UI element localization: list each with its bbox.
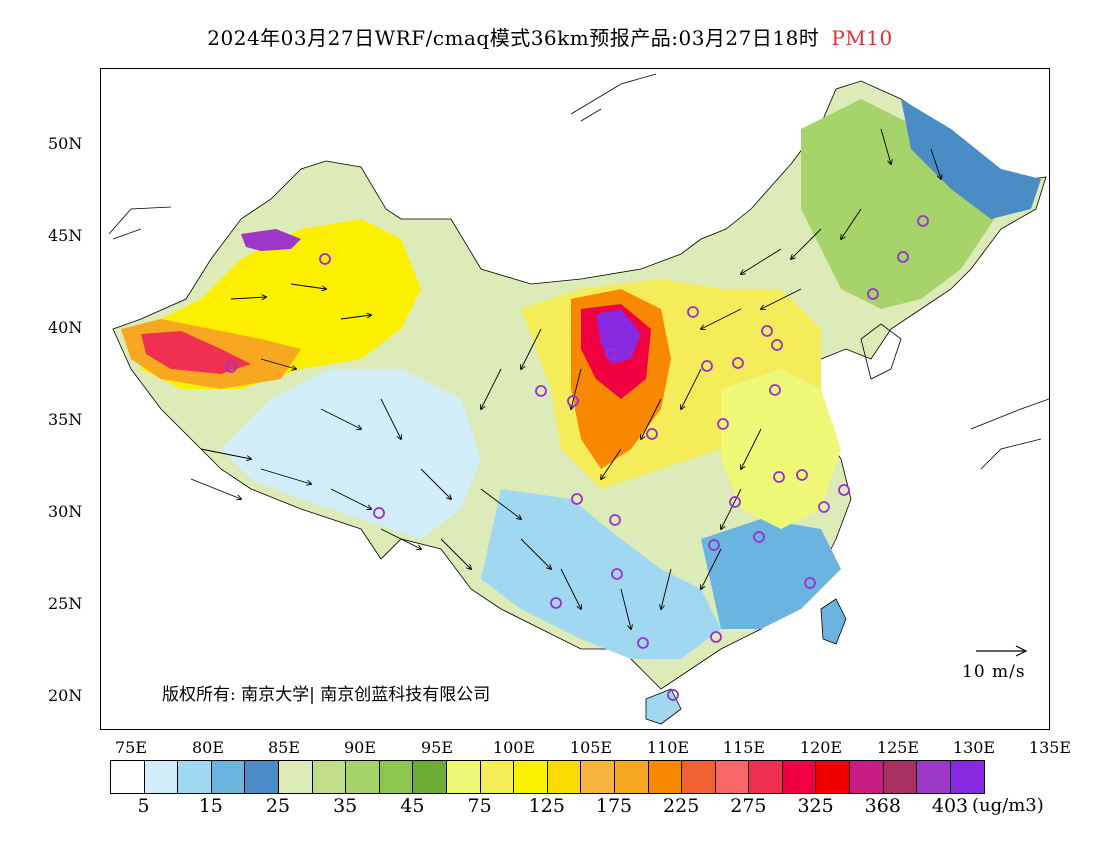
colorbar-swatch-16 (648, 761, 683, 793)
lat-label-35n: 35N (48, 410, 83, 429)
colorbar-swatch-22 (850, 761, 884, 793)
coastline-taiwan (820, 598, 847, 645)
wind-vectors (190, 128, 941, 629)
map-title: 2024年03月27日WRF/cmaq模式36km预报产品:03月27日18时 P… (0, 22, 1100, 51)
colorbar-swatch-14 (581, 761, 615, 793)
colorbar-swatch-23 (883, 761, 918, 793)
coastline-hainan (645, 688, 682, 725)
colorbar-label-10: 325 (797, 795, 834, 817)
colorbar-swatch-18 (715, 761, 750, 793)
lat-label-40n: 40N (48, 318, 83, 337)
yellow-east-plain (721, 369, 841, 529)
station-markers (225, 215, 929, 701)
colorbar-swatch-24 (917, 761, 951, 793)
low-conc-southeast (701, 519, 841, 629)
green-belt-north (801, 99, 1001, 309)
red-tarim (141, 331, 251, 374)
colorbar-label-9: 275 (730, 795, 767, 817)
lon-label-115e: 115E (722, 738, 766, 757)
reference-vector-label: 10 m/s (962, 662, 1026, 682)
colorbar-label-1: 15 (198, 795, 223, 817)
lon-label-95e: 95E (420, 738, 454, 757)
variable-label: PM10 (831, 26, 893, 50)
colorbar-swatch-7 (346, 761, 380, 793)
colorbar-swatch-12 (514, 761, 548, 793)
lon-label-120e: 120E (799, 738, 843, 757)
colorbar-swatch-3 (211, 761, 246, 793)
colorbar-label-6: 125 (528, 795, 565, 817)
lon-label-130e: 130E (952, 738, 996, 757)
coastline-korea (860, 323, 902, 380)
colorbar-swatch-13 (547, 761, 582, 793)
colorbar-swatch-5 (278, 761, 313, 793)
lon-label-85e: 85E (267, 738, 301, 757)
title-text: 2024年03月27日WRF/cmaq模式36km预报产品:03月27日18时 (207, 26, 820, 50)
colorbar-swatch-2 (178, 761, 212, 793)
lon-label-100e: 100E (492, 738, 536, 757)
colorbar (110, 760, 986, 794)
colorbar-label-5: 75 (467, 795, 492, 817)
pm10-concentration-map (108, 73, 1049, 725)
coastline-baikal (570, 73, 657, 122)
map-panel (100, 68, 1050, 730)
colorbar-swatch-10 (446, 761, 481, 793)
colorbar-swatch-21 (816, 761, 851, 793)
blue-northeast (901, 99, 1041, 219)
colorbar-swatch-17 (682, 761, 716, 793)
lon-label-135e: 135E (1028, 738, 1072, 757)
colorbar-label-7: 175 (595, 795, 633, 817)
colorbar-label-4: 45 (400, 795, 425, 817)
lon-label-110e: 110E (646, 738, 690, 757)
lat-label-30n: 30N (48, 502, 83, 521)
colorbar-label-3: 35 (333, 795, 358, 817)
purple-north-xinjiang (241, 229, 301, 251)
colorbar-swatch-15 (614, 761, 649, 793)
colorbar-swatch-0 (111, 761, 145, 793)
copyright-text: 版权所有: 南京大学| 南京创蓝科技有限公司 (162, 685, 491, 705)
lon-label-90e: 90E (343, 738, 377, 757)
colorbar-swatch-9 (413, 761, 447, 793)
low-conc-south (481, 489, 721, 659)
colorbar-swatch-25 (950, 761, 985, 793)
coastline-japan (970, 398, 1049, 470)
lat-label-25n: 25N (48, 594, 83, 613)
lon-label-75e: 75E (114, 738, 148, 757)
colorbar-swatch-8 (379, 761, 414, 793)
colorbar-swatch-1 (144, 761, 179, 793)
lon-label-80e: 80E (191, 738, 225, 757)
colorbar-swatch-19 (749, 761, 783, 793)
colorbar-unit: (ug/m3) (972, 795, 1044, 816)
colorbar-label-8: 225 (663, 795, 700, 817)
lat-label-50n: 50N (48, 134, 83, 153)
colorbar-swatch-6 (312, 761, 347, 793)
lon-label-105e: 105E (569, 738, 613, 757)
colorbar-label-12: 403 (931, 795, 969, 817)
colorbar-swatch-11 (480, 761, 515, 793)
colorbar-label-2: 25 (265, 795, 291, 817)
lat-label-45n: 45N (48, 226, 83, 245)
low-conc-tibet (221, 369, 481, 539)
colorbar-swatch-20 (782, 761, 817, 793)
reference-vector-arrow (976, 645, 1028, 657)
lat-label-20n: 20N (48, 686, 83, 705)
colorbar-label-0: 5 (137, 795, 150, 817)
lon-label-125e: 125E (876, 738, 920, 757)
colorbar-label-11: 368 (864, 795, 901, 817)
coastline-balkhash (108, 206, 172, 240)
colorbar-swatch-4 (245, 761, 279, 793)
